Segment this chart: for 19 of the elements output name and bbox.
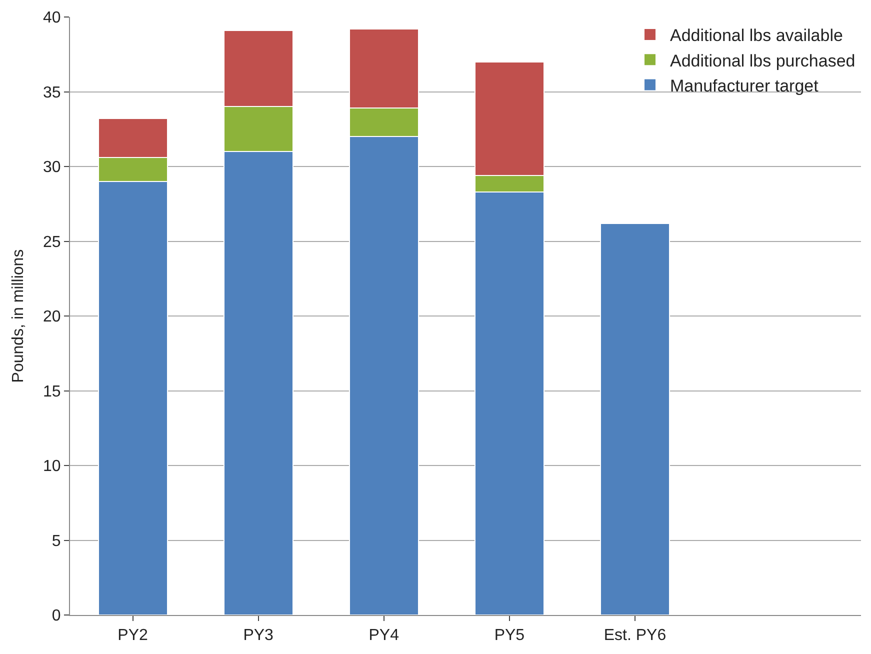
legend-label: Additional lbs available [670, 26, 843, 46]
legend-label: Additional lbs purchased [670, 51, 856, 70]
y-tick-label: 25 [43, 234, 61, 251]
y-tick-label: 0 [52, 608, 61, 625]
y-tick-label: 15 [43, 383, 61, 400]
x-tick-label: Est. PY6 [604, 627, 666, 644]
x-tick-label: PY4 [368, 627, 400, 644]
y-tick-label: 10 [43, 458, 61, 476]
x-tick-label: PY5 [494, 627, 525, 644]
x-tick-label: PY2 [118, 627, 148, 644]
bar [600, 222, 670, 615]
y-tick-label: 5 [52, 532, 61, 550]
x-tick-label: PY3 [243, 627, 274, 644]
y-tick-label: 30 [43, 159, 61, 176]
y-tick-label: 35 [43, 84, 61, 102]
y-tick-label: 40 [43, 10, 61, 27]
legend-label: Manufacturer target [670, 76, 819, 96]
y-axis-title: Pounds, in millions [10, 249, 27, 383]
y-tick-label: 20 [43, 308, 61, 326]
